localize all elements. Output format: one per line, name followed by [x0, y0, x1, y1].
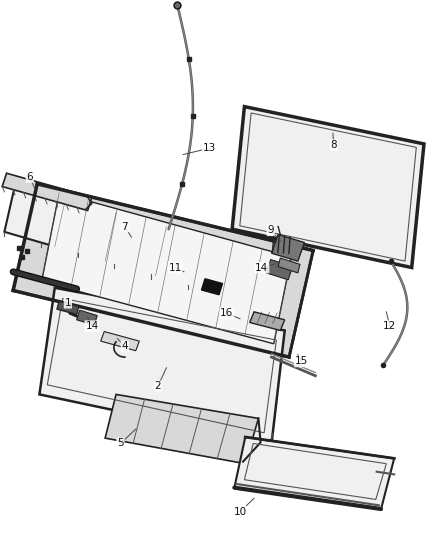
Text: 6: 6 [26, 172, 33, 182]
Polygon shape [42, 193, 291, 344]
Polygon shape [240, 113, 416, 261]
Text: 12: 12 [383, 321, 396, 331]
Polygon shape [234, 437, 394, 509]
Text: 10: 10 [233, 507, 247, 516]
Text: 1: 1 [64, 298, 71, 308]
Text: 15: 15 [295, 357, 308, 366]
Text: 9: 9 [267, 225, 274, 235]
Text: 5: 5 [117, 439, 124, 448]
Polygon shape [201, 279, 223, 295]
Polygon shape [105, 394, 258, 464]
Text: 13: 13 [203, 143, 216, 153]
Text: 4: 4 [121, 342, 128, 351]
Text: 8: 8 [330, 140, 337, 150]
Text: 16: 16 [220, 309, 233, 318]
Polygon shape [77, 310, 97, 325]
Polygon shape [4, 184, 217, 290]
Text: 7: 7 [121, 222, 128, 231]
Text: 14: 14 [85, 321, 99, 331]
Text: 14: 14 [255, 263, 268, 272]
Polygon shape [39, 288, 285, 443]
Polygon shape [2, 173, 92, 211]
Text: 2: 2 [154, 382, 161, 391]
Polygon shape [13, 184, 313, 357]
Polygon shape [272, 235, 304, 261]
Polygon shape [232, 107, 424, 268]
Polygon shape [250, 312, 285, 330]
Text: 11: 11 [169, 263, 182, 272]
Polygon shape [101, 332, 139, 351]
Polygon shape [266, 260, 293, 280]
Polygon shape [278, 258, 300, 273]
Polygon shape [57, 301, 79, 314]
